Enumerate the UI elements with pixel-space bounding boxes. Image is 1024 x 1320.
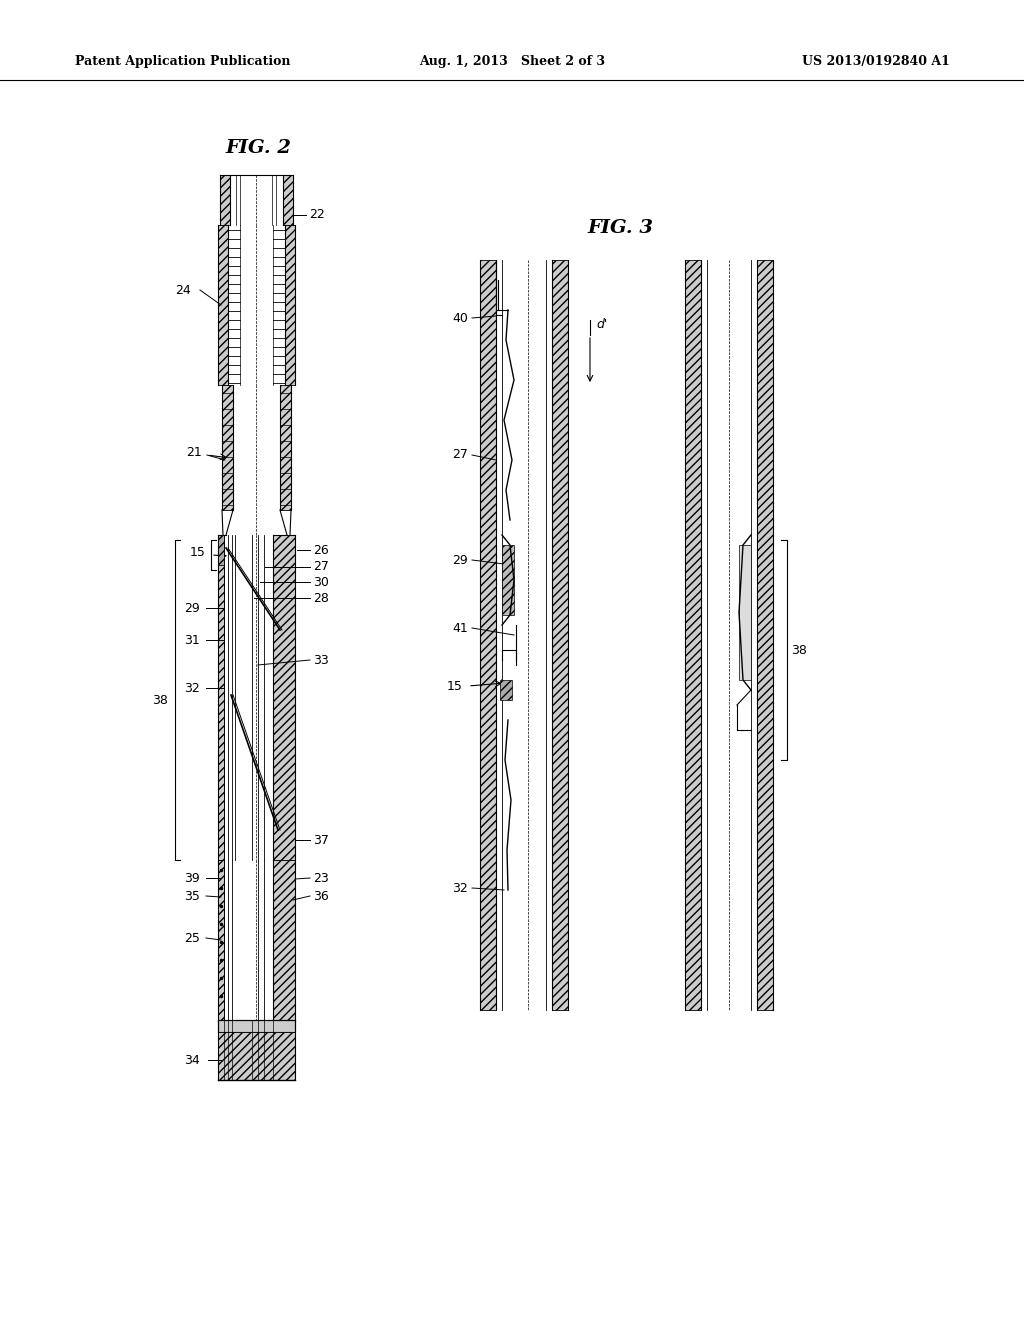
Bar — [218, 861, 224, 1020]
Bar — [500, 680, 512, 700]
Bar — [739, 545, 751, 680]
Bar — [757, 260, 773, 1010]
Text: 41: 41 — [452, 622, 468, 635]
Text: 40: 40 — [452, 312, 468, 325]
Bar — [220, 176, 230, 224]
Text: 27: 27 — [313, 561, 329, 573]
Text: 26: 26 — [313, 544, 329, 557]
Bar — [273, 861, 295, 1020]
Text: Patent Application Publication: Patent Application Publication — [75, 55, 291, 69]
Bar — [218, 224, 228, 385]
Text: 23: 23 — [313, 871, 329, 884]
Text: Aug. 1, 2013   Sheet 2 of 3: Aug. 1, 2013 Sheet 2 of 3 — [419, 55, 605, 69]
Bar — [283, 176, 293, 224]
Text: 33: 33 — [313, 653, 329, 667]
Bar — [280, 385, 291, 510]
Text: 32: 32 — [452, 882, 468, 895]
Bar — [502, 545, 514, 615]
Text: 15: 15 — [447, 680, 463, 693]
Text: 24: 24 — [175, 284, 190, 297]
Text: 29: 29 — [452, 553, 468, 566]
Text: 29: 29 — [184, 602, 200, 615]
Text: US 2013/0192840 A1: US 2013/0192840 A1 — [802, 55, 950, 69]
Bar — [222, 385, 233, 510]
Text: 38: 38 — [152, 693, 168, 706]
Bar — [480, 260, 496, 1010]
Bar — [685, 260, 701, 1010]
Text: FIG. 3: FIG. 3 — [587, 219, 653, 238]
Text: 25: 25 — [184, 932, 200, 945]
Text: 35: 35 — [184, 890, 200, 903]
Text: 39: 39 — [184, 871, 200, 884]
Bar — [218, 1020, 295, 1032]
Bar — [218, 535, 224, 565]
Text: d': d' — [596, 318, 607, 331]
Text: 31: 31 — [184, 634, 200, 647]
Text: 38: 38 — [791, 644, 807, 656]
Bar — [285, 224, 295, 385]
Text: 15: 15 — [190, 545, 206, 558]
Text: 32: 32 — [184, 681, 200, 694]
Text: 21: 21 — [186, 446, 202, 458]
Text: 27: 27 — [452, 449, 468, 462]
Bar — [218, 1032, 295, 1080]
Text: 22: 22 — [309, 209, 325, 222]
Text: FIG. 2: FIG. 2 — [225, 139, 291, 157]
Text: 28: 28 — [313, 591, 329, 605]
Text: 37: 37 — [313, 833, 329, 846]
Bar — [218, 535, 224, 861]
Bar — [552, 260, 568, 1010]
Text: 34: 34 — [184, 1053, 200, 1067]
Bar — [273, 535, 295, 861]
Text: 36: 36 — [313, 890, 329, 903]
Text: 30: 30 — [313, 576, 329, 589]
